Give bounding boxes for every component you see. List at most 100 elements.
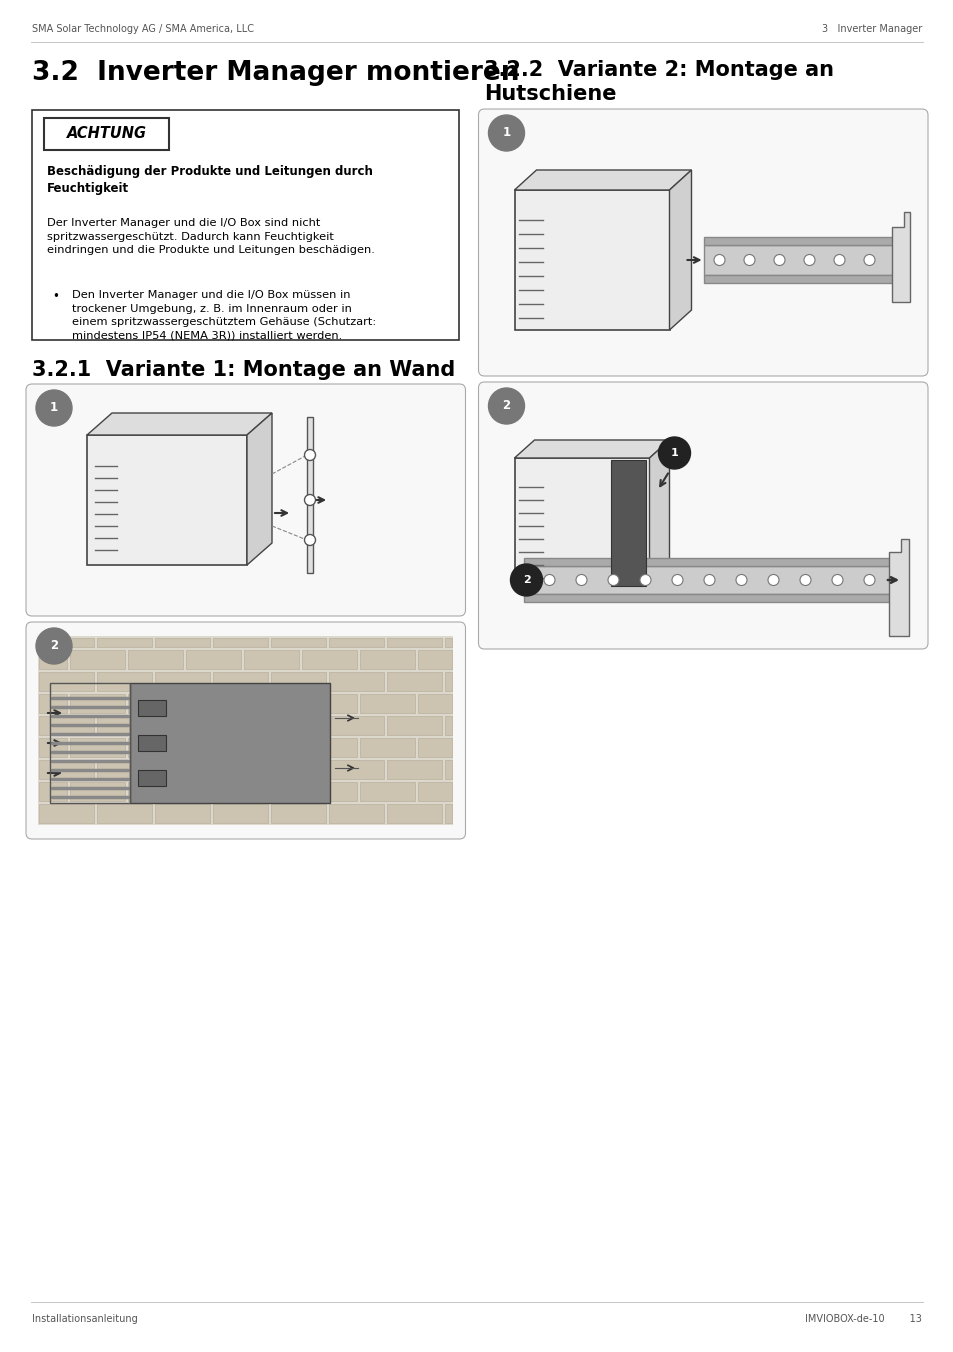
Polygon shape [669,170,691,330]
Text: 1: 1 [502,127,510,139]
Text: 2: 2 [502,399,510,412]
Text: 3.2.1  Variante 1: Montage an Wand: 3.2.1 Variante 1: Montage an Wand [32,360,455,380]
Bar [185,694,240,713]
Bar [39,760,94,779]
Bar [444,804,452,823]
Bar [387,717,441,735]
Polygon shape [514,170,691,191]
Bar [154,717,210,735]
Text: SMA Solar Technology AG / SMA America, LLC: SMA Solar Technology AG / SMA America, L… [32,24,253,34]
Text: ACHTUNG: ACHTUNG [67,127,147,142]
Polygon shape [891,212,909,301]
Bar [329,638,384,648]
Bar [38,635,453,825]
Bar [213,717,268,735]
Text: 3   Inverter Manager: 3 Inverter Manager [821,24,921,34]
Bar [444,638,452,648]
Polygon shape [524,558,896,566]
Bar [213,760,268,779]
Circle shape [803,254,814,265]
Text: IMVIOBOX-de-10        13: IMVIOBOX-de-10 13 [804,1314,921,1324]
Bar [70,694,125,713]
Bar [329,672,384,691]
Polygon shape [87,412,272,435]
Bar [271,717,326,735]
Bar [50,683,130,803]
Bar [97,717,152,735]
Bar [70,738,125,757]
Circle shape [543,575,555,585]
Circle shape [671,575,682,585]
Bar [243,738,298,757]
Text: Installationsanleitung: Installationsanleitung [32,1314,137,1324]
Bar [39,694,67,713]
Bar [611,460,646,585]
Circle shape [304,449,315,461]
Circle shape [576,575,586,585]
Bar [417,694,452,713]
Circle shape [833,254,844,265]
Bar [213,804,268,823]
Bar [138,700,166,717]
Bar [301,694,356,713]
Bar [154,638,210,648]
FancyBboxPatch shape [26,384,465,617]
Circle shape [510,564,542,596]
Bar [271,760,326,779]
Bar [128,738,182,757]
Bar [39,738,67,757]
Bar [329,717,384,735]
Circle shape [767,575,779,585]
Bar [387,638,441,648]
Bar [271,804,326,823]
Bar [307,416,313,573]
FancyBboxPatch shape [478,110,927,376]
Text: Der Inverter Manager und die I/O Box sind nicht
spritzwassergeschützt. Dadurch k: Der Inverter Manager und die I/O Box sin… [47,218,375,256]
Bar [329,804,384,823]
Polygon shape [247,412,272,565]
Text: 2: 2 [50,639,58,653]
Circle shape [863,254,874,265]
Bar [359,694,414,713]
Bar [243,650,298,669]
Text: Beschädigung der Produkte und Leitungen durch
Feuchtigkeit: Beschädigung der Produkte und Leitungen … [47,165,373,195]
Polygon shape [514,439,669,458]
Bar [243,781,298,800]
Bar [359,650,414,669]
Bar [44,118,169,150]
Bar [154,672,210,691]
Bar [39,804,94,823]
Bar [39,638,94,648]
Bar [213,638,268,648]
Bar [185,738,240,757]
Bar [138,771,166,786]
Bar [444,717,452,735]
Bar [87,435,247,565]
Bar [97,638,152,648]
Bar [417,781,452,800]
Bar [39,672,94,691]
Bar [39,781,67,800]
Bar [243,694,298,713]
Bar [185,781,240,800]
Circle shape [488,115,524,151]
Bar [514,191,669,330]
Circle shape [658,437,690,469]
Polygon shape [888,539,908,635]
Polygon shape [703,237,896,245]
Text: 2: 2 [522,575,530,585]
Bar [39,717,94,735]
Bar [97,760,152,779]
Bar [70,650,125,669]
Circle shape [773,254,784,265]
Circle shape [863,575,874,585]
Bar [70,781,125,800]
Circle shape [639,575,650,585]
Bar [417,738,452,757]
Bar [138,735,166,750]
Circle shape [304,495,315,506]
Bar [301,781,356,800]
Circle shape [607,575,618,585]
Bar [444,672,452,691]
Bar [130,683,330,803]
